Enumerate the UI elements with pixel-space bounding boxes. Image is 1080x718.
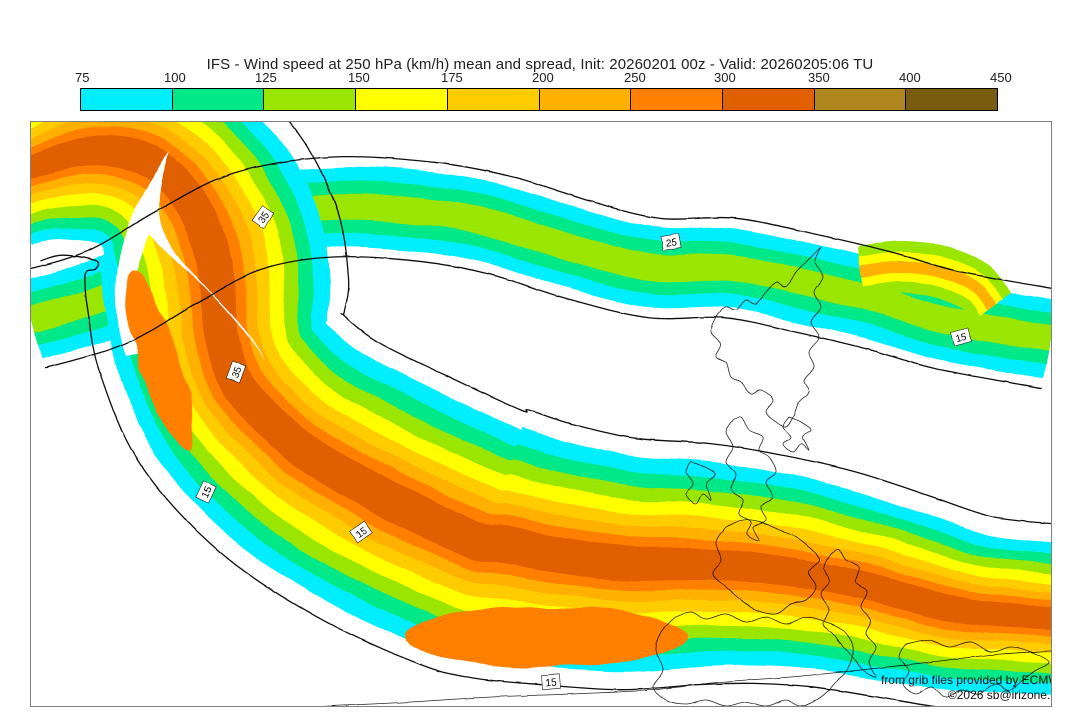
- svg-text:15: 15: [545, 677, 557, 689]
